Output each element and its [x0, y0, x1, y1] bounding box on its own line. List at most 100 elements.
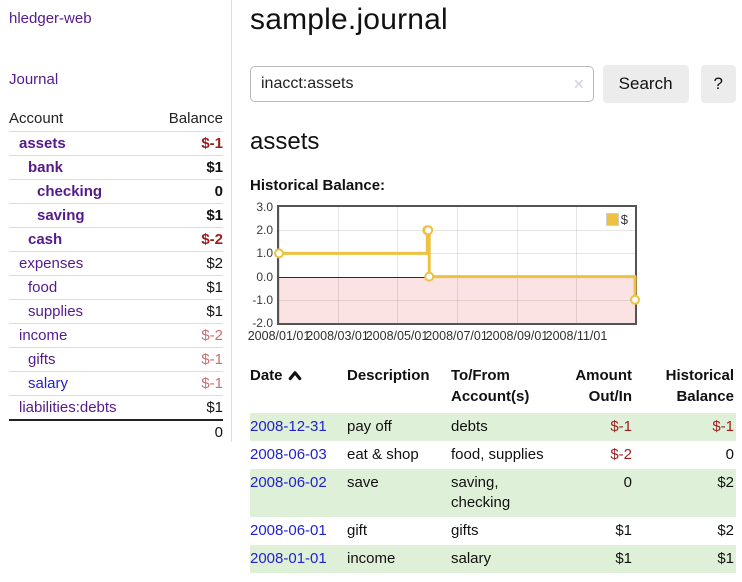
account-link[interactable]: gifts — [28, 351, 56, 368]
chart-gridline-horizontal — [279, 299, 635, 301]
transaction-date-link[interactable]: 2008-06-02 — [250, 474, 327, 491]
accounts-header-account: Account — [9, 110, 64, 127]
register-row: 2008-06-03 eat & shop food, supplies $-2 0 — [250, 441, 736, 469]
chart-gridline-vertical — [397, 207, 399, 323]
account-name-cell: saving — [9, 204, 151, 228]
balance-line-svg — [274, 225, 640, 305]
account-name-cell: checking — [9, 180, 151, 204]
account-row: liabilities:debts $1 — [9, 395, 223, 421]
account-name-cell: expenses — [9, 252, 151, 276]
account-name-cell: assets — [9, 132, 151, 156]
register-accounts-cell: food, supplies — [451, 446, 544, 463]
account-link[interactable]: income — [19, 327, 68, 344]
legend-label: $ — [620, 212, 628, 227]
accounts-total-spacer — [9, 420, 151, 444]
account-link[interactable]: salary — [28, 375, 69, 392]
register-description-cell: save — [347, 474, 379, 491]
x-axis-label: 2008/03/01 — [306, 329, 369, 343]
register-balance-cell: $2 — [717, 522, 734, 539]
transaction-date-link[interactable]: 2008-06-03 — [250, 446, 327, 463]
balance-chart: $ 3.0 2.0 1.0 0.0 -1.0 -2.0 2008/01/01 2008/03/… — [248, 200, 736, 345]
data-point-marker — [630, 294, 640, 305]
y-axis-label: -1.0 — [252, 292, 273, 307]
register-table-body: 2008-12-31 pay off debts $-1 $-1 2008-06-03 ea… — [250, 413, 736, 573]
register-row: 2008-01-01 income salary $1 $1 — [250, 545, 736, 573]
search-bar: ✕ Search ? — [250, 65, 736, 103]
account-link[interactable]: saving — [37, 207, 85, 224]
search-input[interactable] — [250, 66, 594, 102]
data-point-marker — [423, 225, 434, 236]
chart-gridline-vertical — [279, 207, 280, 323]
x-axis-label: 2008/05/01 — [365, 329, 429, 343]
register-amount-cell: 0 — [623, 474, 632, 491]
account-balance: $2 — [206, 255, 223, 272]
account-link[interactable]: expenses — [19, 255, 84, 272]
y-axis-label: 2.0 — [256, 223, 273, 238]
register-accounts-cell: debts — [451, 418, 488, 435]
account-row: food $1 — [9, 275, 223, 300]
account-balance: $1 — [206, 159, 223, 176]
account-heading: assets — [250, 128, 320, 155]
account-name-cell: cash — [9, 228, 151, 252]
register-date-cell: 2008-06-02 — [250, 469, 347, 517]
account-balance: $1 — [206, 303, 223, 320]
y-axis-label: 1.0 — [256, 246, 273, 261]
register-amount-cell: $1 — [615, 550, 632, 567]
register-row: 2008-12-31 pay off debts $-1 $-1 — [250, 413, 736, 441]
accounts-table-header: Account Balance — [9, 107, 223, 132]
register-description-cell: pay off — [347, 418, 392, 435]
account-name-cell: food — [9, 276, 151, 300]
transaction-date-link[interactable]: 2008-01-01 — [250, 550, 327, 567]
register-table: Date Description To/From Account(s) Amou… — [250, 363, 736, 573]
chart-legend: $ — [603, 211, 630, 228]
register-accounts-cell: saving, checking — [451, 474, 511, 511]
account-name-cell: salary — [9, 372, 151, 396]
account-row: supplies $1 — [9, 299, 223, 324]
account-link[interactable]: bank — [28, 159, 64, 176]
account-link[interactable]: food — [28, 279, 58, 296]
chart-plot-area: $ — [274, 205, 640, 325]
register-header-date-label: Date — [250, 367, 283, 384]
account-link[interactable]: assets — [19, 135, 66, 152]
register-header-date[interactable]: Date — [250, 363, 347, 413]
accounts-table: Account Balance assets $-1 bank $1 checking 0… — [9, 107, 223, 444]
data-point-marker — [274, 248, 284, 259]
y-axis-label: 3.0 — [256, 200, 273, 214]
register-accounts-cell: salary — [451, 550, 492, 567]
register-description-cell: gift — [347, 522, 368, 539]
account-link[interactable]: cash — [28, 231, 63, 248]
register-row: 2008-06-01 gift gifts $1 $2 — [250, 517, 736, 545]
app-title-link[interactable]: hledger-web — [9, 10, 92, 27]
account-balance: $-2 — [201, 231, 223, 248]
account-link[interactable]: liabilities:debts — [19, 399, 117, 416]
account-name-cell: gifts — [9, 348, 151, 372]
accounts-total-value: 0 — [214, 424, 223, 441]
account-row: gifts $-1 — [9, 347, 223, 372]
page-title: sample.journal — [250, 3, 448, 36]
account-row: expenses $2 — [9, 251, 223, 276]
account-name-cell: supplies — [9, 300, 151, 324]
register-header-amount: Amount Out/In — [575, 367, 632, 405]
accounts-total-row: 0 — [9, 420, 223, 444]
transaction-date-link[interactable]: 2008-06-01 — [250, 522, 327, 539]
register-date-cell: 2008-06-03 — [250, 441, 347, 469]
account-balance: $-1 — [201, 351, 223, 368]
account-link[interactable]: checking — [37, 183, 103, 200]
register-balance-cell: $2 — [717, 474, 734, 491]
x-axis-label: 2008/11/01 — [545, 329, 608, 343]
account-balance: $1 — [206, 207, 223, 224]
clear-search-icon[interactable]: ✕ — [572, 76, 585, 92]
y-axis-label: -2.0 — [252, 316, 273, 330]
transaction-date-link[interactable]: 2008-12-31 — [250, 418, 327, 435]
sidebar-item-journal[interactable]: Journal — [9, 71, 59, 88]
account-link[interactable]: supplies — [28, 303, 84, 320]
account-row: salary $-1 — [9, 371, 223, 396]
search-button[interactable]: Search — [602, 65, 689, 103]
data-point-marker — [424, 271, 435, 282]
y-axis-label: 0.0 — [256, 269, 273, 284]
main-content: sample.journal ✕ Search ? assets Histori… — [248, 0, 736, 573]
x-axis-label: 2008/09/01 — [485, 329, 549, 343]
account-balance: $1 — [206, 279, 223, 296]
chart-gridline-horizontal — [279, 253, 635, 255]
help-button[interactable]: ? — [700, 65, 736, 103]
